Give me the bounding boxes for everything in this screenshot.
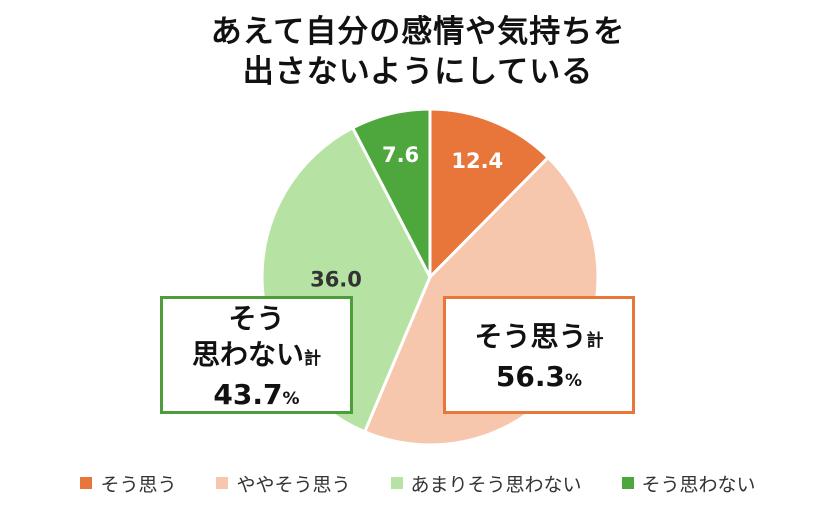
- callout-disagree-line2: 思わない計: [163, 337, 350, 377]
- legend-label: あまりそう思わない: [410, 473, 582, 496]
- slice-value-label: 12.4: [451, 149, 503, 173]
- callout-agree-total: そう思う計 56.3%: [443, 296, 635, 414]
- pie-slice: [428, 107, 550, 279]
- legend-label: そう思わない: [641, 473, 756, 496]
- legend-item-somewhat-agree: ややそう思う: [216, 470, 351, 497]
- legend-item-disagree: そう思わない: [621, 470, 756, 497]
- callout-agree-text: そう思う: [474, 320, 587, 353]
- legend-label: ややそう思う: [236, 473, 351, 496]
- slice-value-label: 36.0: [310, 268, 362, 292]
- slice-value-label: 7.6: [382, 143, 419, 167]
- callout-disagree-value: 43.7: [213, 378, 283, 411]
- legend-swatch: [216, 477, 229, 489]
- legend-swatch: [621, 477, 634, 489]
- callout-agree-value: 56.3: [495, 360, 566, 393]
- legend-swatch: [80, 477, 93, 489]
- chart-legend: そう思う ややそう思う あまりそう思わない そう思わない: [0, 468, 836, 498]
- legend-item-agree: そう思う: [80, 470, 176, 497]
- pie-slice: [351, 107, 432, 279]
- callout-disagree-suffix: 計: [304, 349, 321, 369]
- callout-disagree-text: 思わない: [191, 338, 304, 371]
- chart-title-line-2: 出さないようにしている: [242, 54, 594, 90]
- callout-disagree-unit: %: [282, 389, 300, 409]
- legend-label: そう思う: [100, 473, 177, 496]
- callout-disagree-value-line: 43.7%: [163, 377, 350, 417]
- legend-item-somewhat-disagree: あまりそう思わない: [390, 470, 582, 497]
- chart-title-line-1: あえて自分の感情や気持ちを: [210, 14, 626, 50]
- legend-swatch: [390, 477, 403, 489]
- callout-agree-suffix: 計: [586, 331, 604, 351]
- callout-disagree-line1: そう: [228, 302, 285, 335]
- callout-agree-line1: そう思う計: [446, 319, 632, 359]
- callout-agree-unit: %: [565, 371, 583, 391]
- callout-agree-value-line: 56.3%: [446, 359, 632, 399]
- callout-disagree-total: そう 思わない計 43.7%: [160, 296, 353, 414]
